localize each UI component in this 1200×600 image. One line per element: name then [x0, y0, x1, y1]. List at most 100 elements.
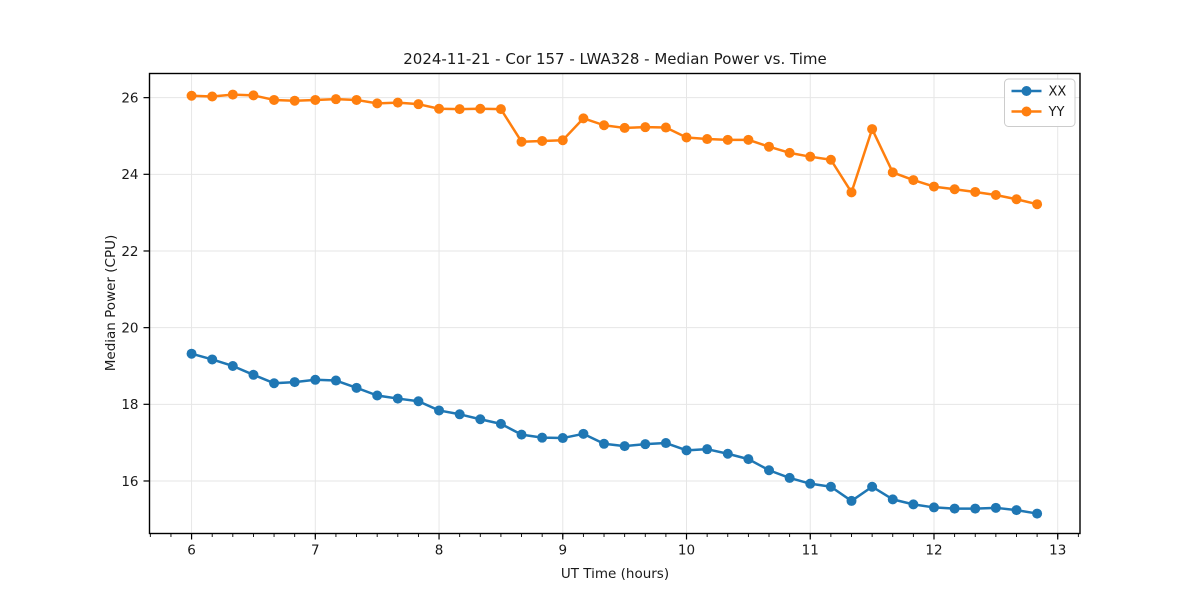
series-marker-xx [578, 428, 589, 439]
y-tick-label: 16 [121, 474, 138, 490]
series-marker-yy [764, 141, 775, 152]
x-tick-label: 13 [1049, 543, 1066, 559]
series-marker-xx [475, 414, 486, 425]
series-marker-yy [970, 186, 981, 197]
series-marker-yy [825, 154, 836, 165]
series-marker-yy [928, 181, 939, 192]
series-marker-yy [248, 90, 259, 101]
series-marker-xx [289, 377, 300, 388]
series-marker-xx [784, 472, 795, 483]
y-tick-label: 18 [121, 397, 138, 413]
series-marker-xx [557, 433, 568, 444]
series-marker-xx [330, 375, 341, 386]
series-marker-xx [990, 502, 1001, 513]
series-marker-yy [392, 97, 403, 108]
series-marker-xx [640, 439, 651, 450]
series-marker-yy [887, 167, 898, 178]
series-marker-yy [269, 94, 280, 105]
x-tick-label: 9 [558, 543, 567, 559]
y-tick-label: 22 [121, 244, 138, 260]
series-marker-xx [660, 438, 671, 449]
series-marker-xx [908, 499, 919, 510]
series-marker-xx [495, 418, 506, 429]
series-marker-xx [516, 429, 527, 440]
series-marker-yy [990, 190, 1001, 201]
series-marker-xx [722, 448, 733, 459]
series-marker-yy [908, 175, 919, 186]
series-marker-xx [743, 454, 754, 465]
x-tick-label: 12 [925, 543, 942, 559]
series-marker-yy [805, 151, 816, 162]
legend-label-xx: XX [1049, 85, 1067, 100]
series-marker-xx [372, 390, 383, 401]
series-marker-xx [619, 441, 630, 452]
y-tick-label: 26 [121, 90, 138, 106]
series-marker-yy [640, 122, 651, 133]
series-marker-yy [186, 90, 197, 101]
series-marker-xx [227, 360, 238, 371]
series-marker-xx [702, 444, 713, 455]
series-marker-xx [846, 495, 857, 506]
series-marker-yy [702, 134, 713, 145]
series-marker-yy [454, 104, 465, 115]
series-marker-yy [289, 95, 300, 106]
series-marker-yy [227, 89, 238, 100]
series-marker-yy [619, 122, 630, 133]
series-marker-yy [578, 113, 589, 124]
series-marker-xx [392, 393, 403, 404]
series-marker-yy [207, 91, 218, 102]
series-marker-yy [949, 184, 960, 195]
series-marker-yy [372, 98, 383, 109]
legend-marker-yy [1021, 106, 1032, 117]
series-marker-xx [970, 503, 981, 514]
series-marker-xx [764, 465, 775, 476]
legend-label-yy: YY [1048, 105, 1065, 120]
x-tick-label: 7 [311, 543, 320, 559]
x-tick-label: 8 [435, 543, 444, 559]
series-marker-yy [743, 134, 754, 145]
series-marker-xx [825, 481, 836, 492]
series-marker-xx [186, 348, 197, 359]
series-marker-xx [599, 438, 610, 449]
x-axis-label: UT Time (hours) [560, 566, 670, 582]
chart-title: 2024-11-21 - Cor 157 - LWA328 - Median P… [403, 50, 827, 68]
series-marker-xx [867, 481, 878, 492]
series-marker-yy [495, 104, 506, 115]
series-marker-xx [928, 502, 939, 513]
legend-marker-xx [1021, 86, 1032, 96]
series-marker-yy [867, 124, 878, 135]
series-marker-yy [413, 99, 424, 110]
series-marker-yy [434, 103, 445, 114]
series-line-yy [190, 93, 1039, 206]
series-marker-xx [351, 382, 362, 393]
series-marker-xx [207, 354, 218, 365]
series-marker-yy [681, 132, 692, 143]
series-marker-xx [949, 503, 960, 514]
series-marker-yy [330, 94, 341, 105]
x-tick-label: 11 [802, 543, 819, 559]
series-marker-xx [1011, 505, 1022, 516]
series-marker-xx [434, 405, 445, 416]
series-marker-yy [537, 135, 548, 146]
series-marker-yy [516, 136, 527, 147]
series-marker-xx [413, 396, 424, 407]
series-marker-xx [1032, 508, 1043, 519]
series-marker-yy [475, 103, 486, 114]
series-marker-xx [681, 445, 692, 456]
series-marker-xx [269, 378, 280, 389]
series-marker-xx [248, 369, 259, 380]
series-marker-yy [722, 134, 733, 145]
series-marker-xx [805, 478, 816, 489]
x-tick-label: 10 [678, 543, 695, 559]
series-marker-yy [557, 135, 568, 146]
series-marker-yy [660, 122, 671, 133]
series-marker-yy [1032, 199, 1043, 210]
series-marker-yy [599, 120, 610, 131]
x-tick-label: 6 [187, 543, 196, 559]
y-tick-label: 24 [121, 167, 138, 183]
y-tick-label: 20 [121, 320, 138, 336]
plot-border [148, 72, 1081, 535]
series-marker-yy [351, 94, 362, 105]
